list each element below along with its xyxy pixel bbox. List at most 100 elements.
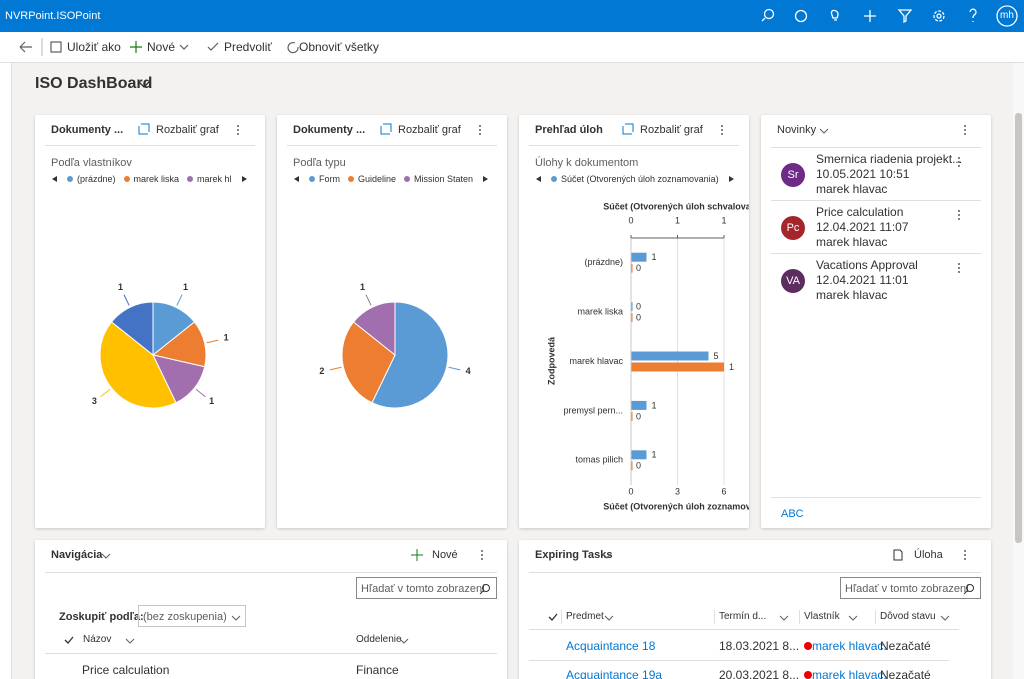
arrow bbox=[536, 176, 541, 182]
app-name[interactable]: NVRPoint.ISOPoint bbox=[5, 10, 101, 22]
dot bbox=[964, 125, 966, 127]
dot bbox=[958, 271, 960, 273]
select-all[interactable] bbox=[548, 612, 558, 622]
card-title: Expiring Tasks bbox=[535, 549, 613, 561]
x2-tick-label: 1 bbox=[721, 215, 726, 225]
cell: marek hlavac. bbox=[812, 668, 887, 679]
chart-card: Prehľad úloh Rozbaliť graf Úlohy k dokumen… bbox=[519, 115, 749, 528]
icon bbox=[622, 123, 634, 135]
news-item-title[interactable]: Smernica riadenia projekt... bbox=[816, 152, 963, 166]
legend-item: Form bbox=[309, 172, 340, 186]
news-item-title[interactable]: Price calculation bbox=[816, 205, 904, 219]
more-button[interactable] bbox=[477, 123, 483, 137]
news-item-author: marek hlavac bbox=[816, 182, 888, 196]
column-header[interactable]: Dôvod stavu bbox=[880, 611, 936, 622]
separator bbox=[771, 147, 981, 148]
column-header[interactable]: Názov bbox=[83, 634, 112, 645]
column-header[interactable]: Vlastník bbox=[804, 611, 840, 622]
more-button[interactable] bbox=[956, 155, 962, 169]
icon bbox=[479, 590, 484, 595]
dot bbox=[964, 558, 966, 560]
dot bbox=[964, 554, 966, 556]
avatar bbox=[781, 163, 805, 187]
settings-icon[interactable] bbox=[933, 10, 945, 22]
cell[interactable]: Acquaintance 18 bbox=[566, 639, 656, 653]
leader-line bbox=[365, 294, 372, 306]
expand-label[interactable]: Rozbaliť graf bbox=[640, 124, 703, 136]
chart: 1 1 1 3 1 bbox=[92, 282, 229, 409]
column-header[interactable]: Termín d... bbox=[719, 611, 767, 622]
expand-label[interactable]: Rozbaliť graf bbox=[156, 124, 219, 136]
new-button[interactable]: Nové bbox=[432, 549, 458, 561]
column-header[interactable]: Oddelenie bbox=[356, 634, 402, 645]
leader-line bbox=[176, 294, 183, 306]
select-all[interactable] bbox=[64, 635, 74, 645]
legend-label: (prázdne) bbox=[77, 174, 116, 184]
legend-prev bbox=[52, 176, 57, 182]
refresh-all[interactable]: Obnoviť všetky bbox=[299, 40, 379, 54]
chevron bbox=[138, 81, 150, 88]
chevron-path bbox=[819, 128, 829, 134]
more-button[interactable] bbox=[962, 548, 968, 562]
news-footer[interactable]: ABC bbox=[781, 508, 804, 520]
news-item-title[interactable]: Vacations Approval bbox=[816, 258, 918, 272]
expiring-card: Expiring Tasks Úloha Hľadať v tomto zobraz… bbox=[519, 540, 991, 679]
more-button[interactable] bbox=[962, 123, 968, 137]
legend-item: marek hl bbox=[187, 172, 232, 186]
category-label: premysl pern... bbox=[563, 405, 623, 415]
add-task-button[interactable]: Úloha bbox=[914, 549, 943, 561]
filter-icon[interactable] bbox=[897, 9, 913, 24]
icon bbox=[138, 123, 150, 135]
save-as[interactable]: Uložiť ako bbox=[67, 40, 121, 54]
chevron bbox=[231, 615, 241, 621]
top-icons bbox=[761, 5, 1018, 27]
legend: Form Guideline Mission Staten bbox=[293, 172, 498, 186]
dot bbox=[237, 129, 239, 131]
data-label: 1 bbox=[118, 282, 123, 292]
dashboard-title[interactable]: ISO DashBoard bbox=[35, 75, 153, 92]
cell: Nezačaté bbox=[880, 639, 931, 653]
task-icon[interactable] bbox=[794, 9, 808, 23]
more-button[interactable] bbox=[235, 123, 241, 137]
group-dropdown[interactable]: (bez zoskupenia) bbox=[138, 605, 246, 627]
add-icon[interactable] bbox=[864, 10, 876, 22]
back-button[interactable] bbox=[19, 41, 32, 53]
data-label: 0 bbox=[636, 312, 641, 322]
legend: (prázdne) marek liska marek hl bbox=[51, 172, 256, 186]
search-icon[interactable] bbox=[763, 8, 775, 20]
idea-icon[interactable] bbox=[830, 9, 839, 21]
navigation-card: Navigácia Nové Hľadať v tomto zobrazení Zos… bbox=[35, 540, 507, 679]
avatar-initials: Pc bbox=[786, 222, 800, 234]
legend-label: marek liska bbox=[133, 174, 180, 184]
chevron-path bbox=[604, 615, 614, 621]
bar bbox=[631, 400, 647, 410]
bar bbox=[631, 351, 709, 361]
search-box[interactable]: Hľadať v tomto zobrazení bbox=[356, 577, 497, 599]
data-label: 1 bbox=[729, 362, 734, 372]
chart: 4 2 1 bbox=[319, 282, 471, 409]
chart-subtitle: Úlohy k dokumentom bbox=[535, 157, 639, 169]
user-initials[interactable]: mh bbox=[1000, 10, 1014, 21]
avatar[interactable] bbox=[996, 5, 1018, 27]
new[interactable]: Nové bbox=[147, 40, 176, 54]
search-box[interactable]: Hľadať v tomto zobrazení bbox=[840, 577, 981, 599]
x-tick-label: 0 bbox=[628, 486, 633, 496]
data-label: 0 bbox=[636, 263, 641, 273]
expand-label[interactable]: Rozbaliť graf bbox=[398, 124, 461, 136]
top-bar bbox=[0, 0, 1024, 32]
set-default[interactable]: Predvoliť bbox=[224, 40, 272, 54]
expand-icon bbox=[380, 123, 392, 135]
cell[interactable]: Acquaintance 19a bbox=[566, 668, 663, 679]
news-item-author: marek hlavac bbox=[816, 288, 888, 302]
help-icon[interactable] bbox=[969, 8, 977, 22]
chevron-path bbox=[940, 615, 950, 621]
dot bbox=[958, 157, 960, 159]
chevron-path bbox=[848, 615, 858, 621]
column-header[interactable]: Predmet bbox=[566, 611, 604, 622]
more-button[interactable] bbox=[956, 261, 962, 275]
more-button[interactable] bbox=[719, 123, 725, 137]
more-button[interactable] bbox=[956, 208, 962, 222]
cell: Nezačaté bbox=[880, 668, 931, 679]
category-label: (prázdne) bbox=[584, 257, 623, 267]
more-button[interactable] bbox=[479, 548, 485, 562]
